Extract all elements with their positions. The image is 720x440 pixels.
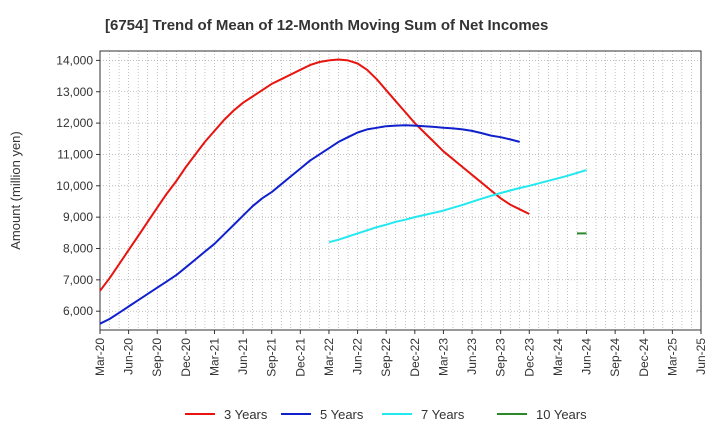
x-tick-label: Mar-23 [436, 338, 450, 376]
y-tick-label: 12,000 [56, 116, 93, 130]
x-tick-label: Jun-24 [580, 338, 594, 375]
x-tick-label: Jun-25 [694, 338, 708, 375]
x-tick-label: Sep-21 [265, 338, 279, 377]
series-line-5-years [99, 124, 520, 325]
y-tick-label: 7,000 [63, 273, 93, 287]
x-tick-label: Jun-20 [122, 338, 136, 375]
legend-label: 5 Years [320, 407, 364, 422]
x-tick-label: Mar-25 [665, 338, 679, 376]
legend-label: 10 Years [536, 407, 587, 422]
y-tick-label: 14,000 [56, 53, 93, 67]
x-tick-label: Dec-24 [637, 338, 651, 377]
x-tick-label: Sep-24 [608, 338, 622, 377]
x-tick-label: Dec-21 [293, 338, 307, 377]
y-tick-label: 8,000 [63, 241, 93, 255]
plot-area [99, 50, 702, 331]
y-axis: 6,000 7,000 8,000 9,000 10,000 11,000 12,000 13… [56, 53, 100, 318]
y-tick-label: 6,000 [63, 304, 93, 318]
series-line-7-years [328, 169, 587, 244]
data-series [99, 58, 587, 325]
chart-title: [6754] Trend of Mean of 12-Month Moving … [105, 17, 548, 34]
x-axis: Mar-20 Jun-20 Sep-20 Dec-20 Mar-21 Jun-21 Sep-… [93, 330, 708, 377]
x-tick-label: Jun-23 [465, 338, 479, 375]
x-tick-label: Sep-20 [150, 338, 164, 377]
legend-label: 3 Years [224, 407, 268, 422]
series-line-3-years [99, 58, 530, 292]
x-tick-label: Mar-21 [207, 338, 221, 376]
x-tick-label: Sep-23 [494, 338, 508, 377]
y-tick-label: 10,000 [56, 179, 93, 193]
x-tick-label: Jun-22 [351, 338, 365, 375]
legend: 3 Years 5 Years 7 Years 10 Years [185, 407, 587, 422]
y-axis-label: Amount (million yen) [8, 131, 23, 250]
y-tick-label: 13,000 [56, 85, 93, 99]
x-tick-label: Dec-23 [522, 338, 536, 377]
gridlines [100, 51, 701, 330]
x-tick-label: Dec-20 [179, 338, 193, 377]
y-tick-label: 11,000 [57, 147, 93, 161]
x-tick-label: Mar-22 [322, 338, 336, 376]
x-tick-label: Sep-22 [379, 338, 393, 377]
x-tick-label: Mar-24 [551, 338, 565, 376]
x-tick-label: Mar-20 [93, 338, 107, 376]
y-tick-label: 9,000 [63, 210, 93, 224]
x-tick-label: Dec-22 [408, 338, 422, 377]
x-tick-label: Jun-21 [236, 338, 250, 375]
legend-label: 7 Years [421, 407, 465, 422]
